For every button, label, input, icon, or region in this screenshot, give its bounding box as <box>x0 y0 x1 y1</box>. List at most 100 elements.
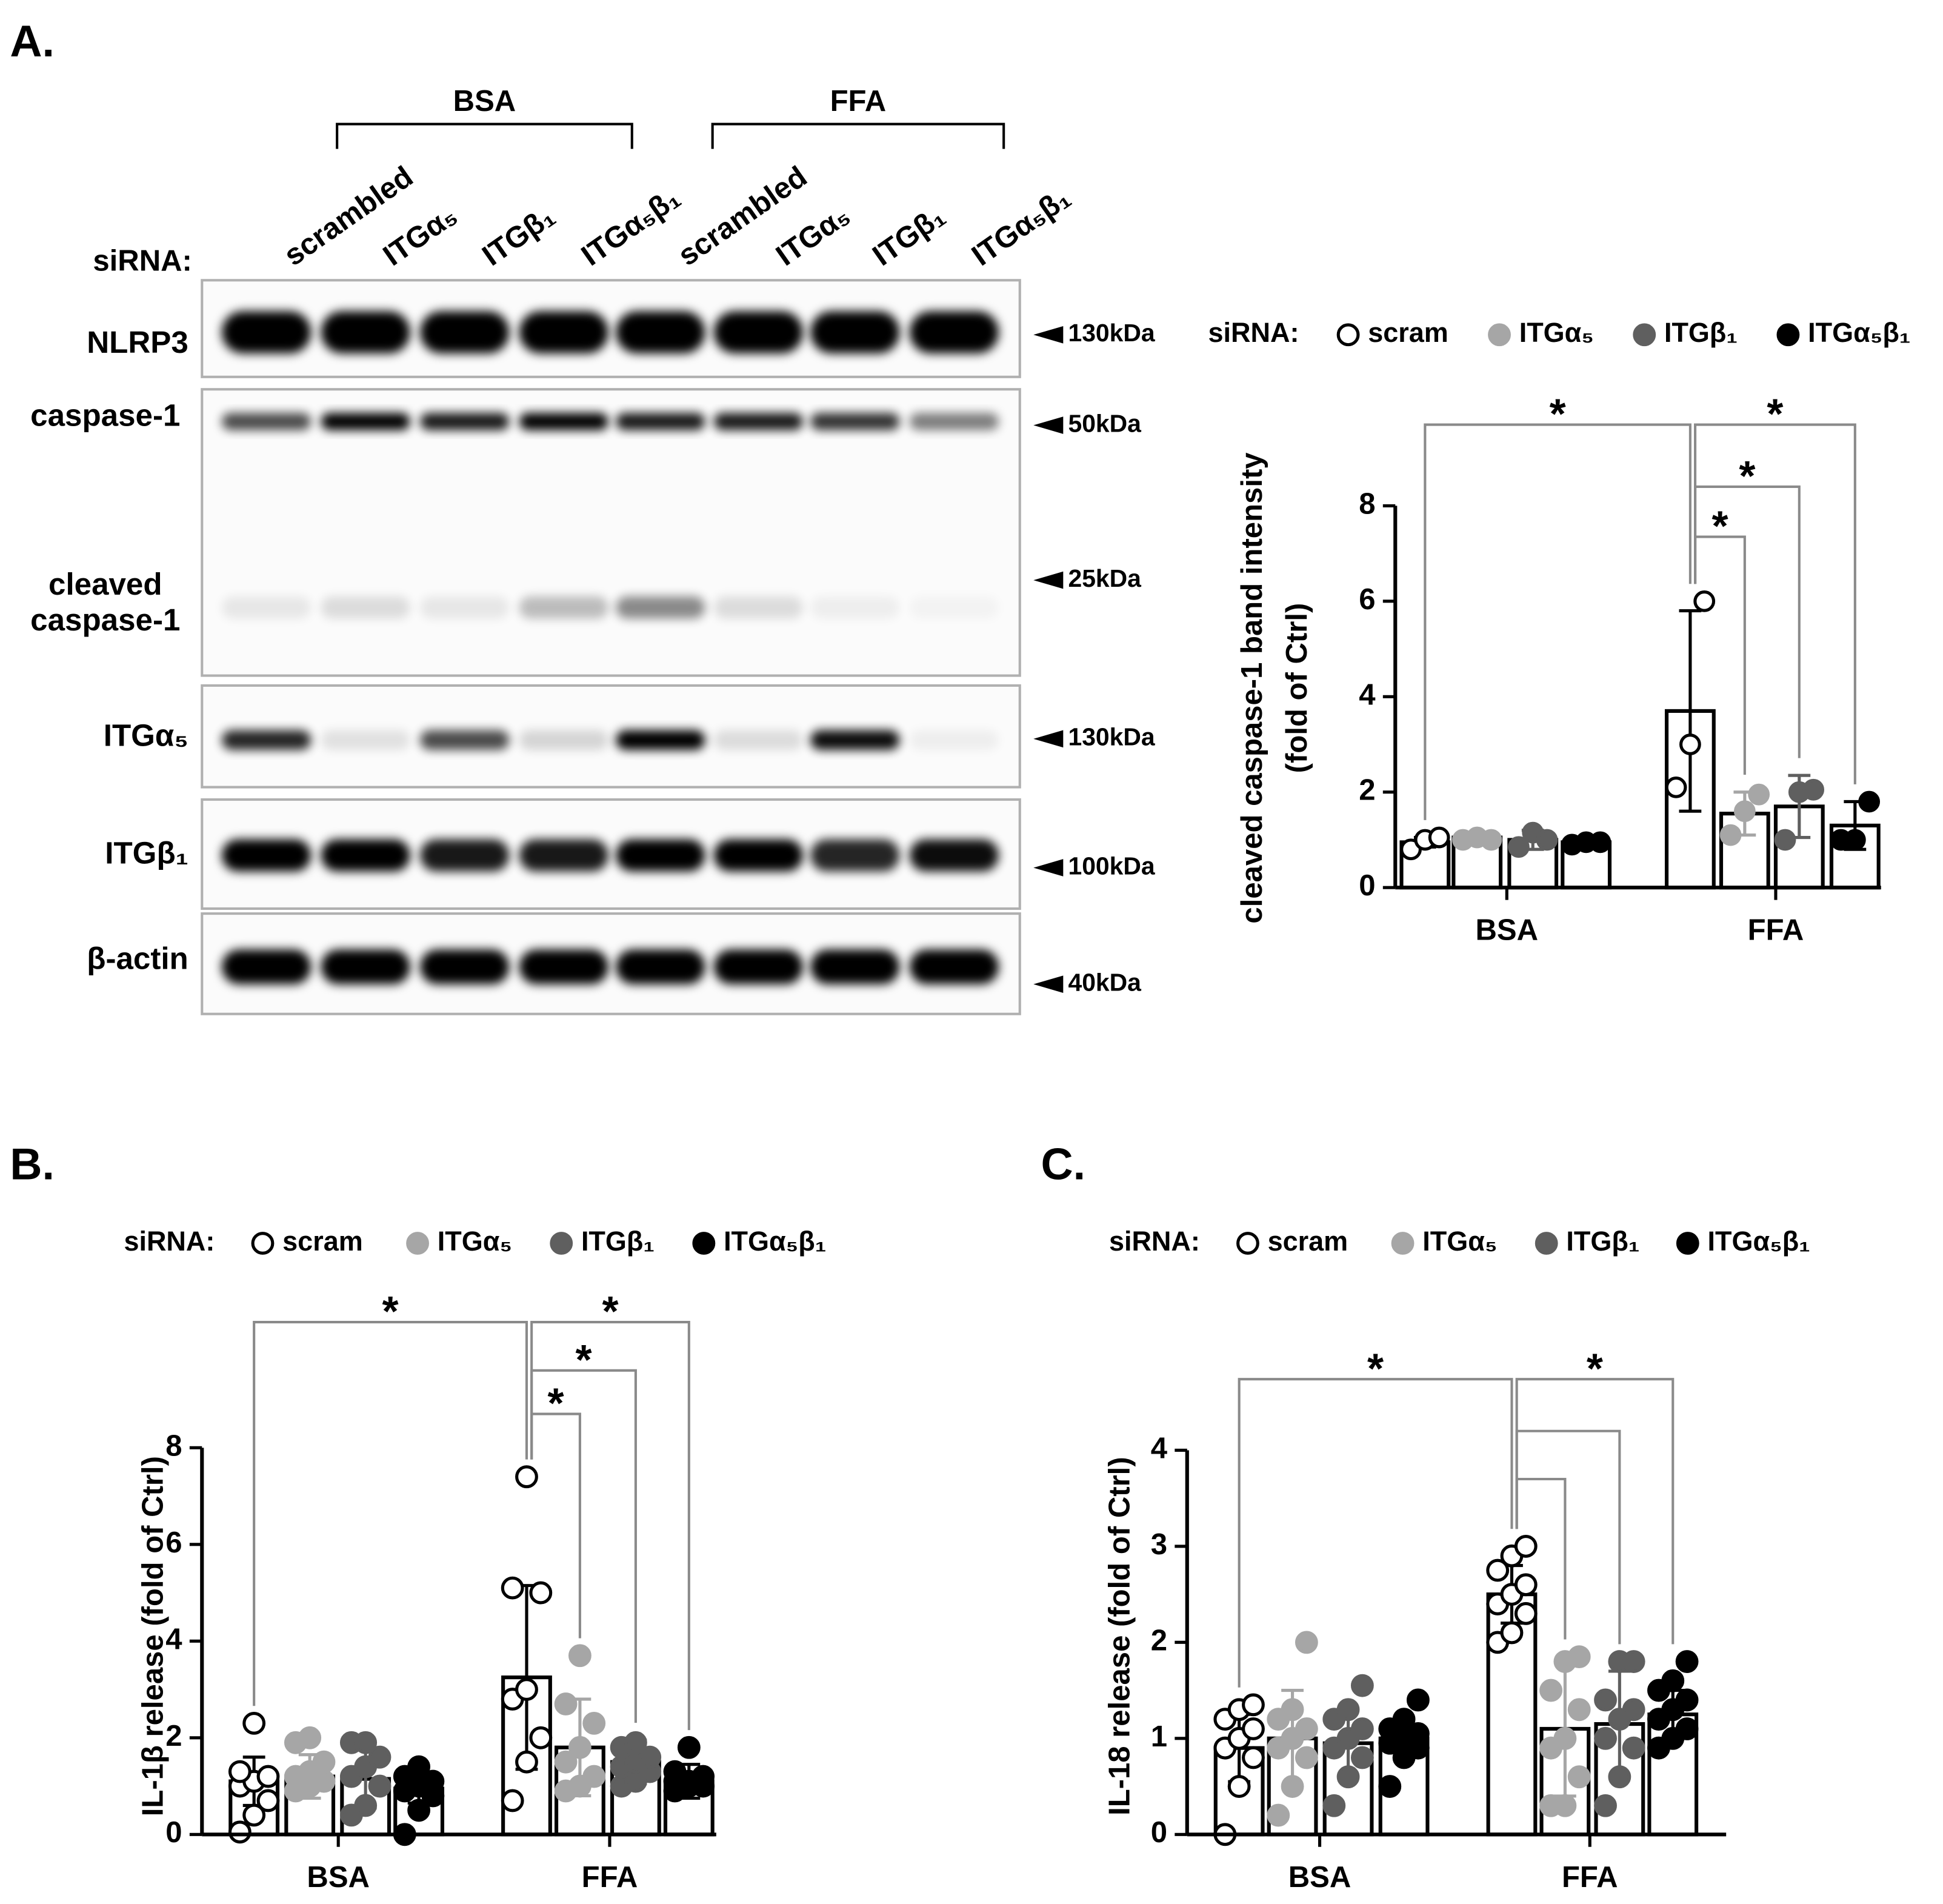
legend-marker <box>406 1232 429 1255</box>
lane-label: ITGα₅β₁ <box>576 181 686 272</box>
data-point <box>1594 1794 1617 1817</box>
blot-band <box>221 949 312 984</box>
legend-label: scram <box>282 1226 363 1257</box>
blot-band <box>321 596 410 619</box>
x-tick-label: BSA <box>1288 1861 1351 1894</box>
data-point <box>1622 1650 1645 1673</box>
significance-bracket <box>530 1412 581 1638</box>
significance-bracket <box>1515 1378 1675 1645</box>
significance-bracket <box>1694 535 1746 775</box>
data-point <box>368 1745 392 1769</box>
significance-label: * <box>576 1336 592 1383</box>
data-point <box>1242 1717 1265 1740</box>
data-point <box>1675 1717 1699 1740</box>
data-point <box>256 1789 280 1812</box>
y-tick-label: 1 <box>1151 1720 1167 1753</box>
data-point <box>1392 1708 1416 1731</box>
blot-band <box>420 413 510 430</box>
group-label: BSA <box>453 85 516 118</box>
lane-label: ITGβ₁ <box>867 199 951 272</box>
data-point <box>1514 1602 1538 1625</box>
legend-title: siRNA: <box>1109 1226 1200 1257</box>
blot-band <box>810 413 900 430</box>
marker-label: 25kDa <box>1068 564 1141 592</box>
x-tick-label: FFA <box>1748 914 1804 947</box>
data-point <box>1350 1746 1374 1769</box>
row-label: ITGα₅ <box>104 718 188 752</box>
blot-band <box>420 839 510 872</box>
blot-band <box>519 311 608 353</box>
legend-label: ITGα₅β₁ <box>1708 1226 1810 1257</box>
data-point <box>407 1799 431 1822</box>
y-axis-label: IL-1β release (fold of Ctrl) <box>137 1456 170 1816</box>
lane-label: ITGα₅ <box>770 199 856 272</box>
marker-arrow <box>1033 859 1064 877</box>
data-point <box>515 1750 538 1774</box>
blot-band <box>221 413 312 430</box>
blot-band <box>420 949 510 984</box>
blot-band <box>810 596 900 619</box>
marker-label: 130kDa <box>1068 723 1155 751</box>
data-point <box>1428 826 1450 849</box>
panel-label: A. <box>10 16 55 66</box>
data-point <box>1406 1688 1430 1712</box>
blot-band <box>321 839 410 872</box>
data-point <box>1350 1674 1374 1697</box>
data-point <box>501 1576 524 1600</box>
data-point <box>1679 733 1701 755</box>
legend-marker <box>1336 323 1360 347</box>
data-point <box>407 1755 431 1779</box>
data-point <box>1661 1669 1685 1692</box>
marker-arrow <box>1033 416 1064 434</box>
data-point <box>298 1726 322 1749</box>
significance-label: * <box>1711 503 1728 550</box>
data-point <box>529 1581 553 1605</box>
blot-band <box>321 413 410 430</box>
row-label: cleaved <box>48 567 162 601</box>
data-point <box>1567 1698 1591 1722</box>
blot-band <box>713 839 803 872</box>
blot-band <box>616 311 705 353</box>
data-point <box>1553 1726 1577 1750</box>
data-point <box>1733 800 1756 823</box>
blot-band <box>616 596 705 619</box>
y-tick-label: 3 <box>1151 1528 1167 1561</box>
y-tick-label: 6 <box>1359 583 1375 616</box>
data-point <box>1267 1803 1290 1827</box>
legend-title: siRNA: <box>1208 317 1299 348</box>
data-point <box>1242 1693 1265 1717</box>
data-point <box>1536 829 1558 851</box>
blot-band <box>713 596 803 619</box>
marker-label: 130kDa <box>1068 319 1155 347</box>
group-bracket <box>336 122 633 149</box>
data-point <box>663 1760 687 1783</box>
y-tick-label: 8 <box>165 1429 182 1462</box>
marker-label: 40kDa <box>1068 968 1141 996</box>
data-point <box>554 1750 578 1774</box>
data-point <box>501 1789 524 1812</box>
blot-band <box>221 596 312 619</box>
data-point <box>1622 1698 1645 1722</box>
blot-band <box>221 311 312 353</box>
y-axis-label: (fold of Ctrl) <box>1281 603 1313 773</box>
data-point <box>1322 1794 1346 1817</box>
data-point <box>354 1731 378 1754</box>
legend-marker <box>1776 323 1800 347</box>
data-point <box>1508 836 1530 858</box>
data-point <box>1675 1688 1699 1712</box>
blot-band <box>519 413 608 430</box>
legend-title: siRNA: <box>124 1226 215 1257</box>
data-point <box>1406 1722 1430 1745</box>
significance-label: * <box>1367 1344 1384 1392</box>
blot-band <box>616 949 705 984</box>
blot-band <box>221 730 312 750</box>
data-point <box>1295 1717 1318 1740</box>
marker-label: 100kDa <box>1068 852 1155 880</box>
legend-marker <box>1488 323 1511 347</box>
row-label: ITGβ₁ <box>105 836 188 870</box>
blot-band <box>713 730 803 750</box>
data-point <box>568 1735 592 1759</box>
legend-marker <box>251 1232 275 1255</box>
legend-label: ITGα₅ <box>1422 1226 1497 1257</box>
